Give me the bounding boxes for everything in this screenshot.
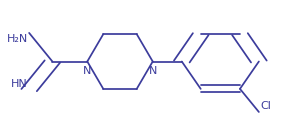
Text: Cl: Cl [260,101,271,111]
Text: N: N [149,66,157,76]
Text: N: N [83,66,91,76]
Text: H₂N: H₂N [6,34,28,44]
Text: HN: HN [11,79,28,89]
